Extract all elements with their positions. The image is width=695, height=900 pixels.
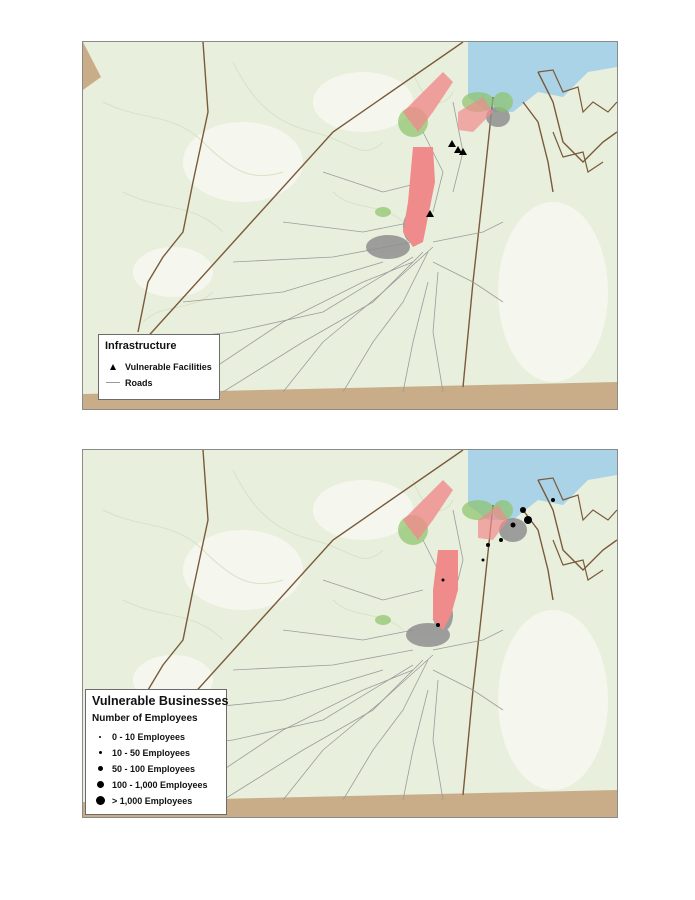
open-land-patches	[133, 480, 608, 790]
soil-strip-bottom	[83, 382, 617, 409]
tributary-outline	[537, 69, 617, 173]
businesses-map[interactable]: Vulnerable Businesses Number of Employee…	[82, 449, 618, 818]
dot-icon	[92, 778, 108, 791]
legend-item-size-4: 100 - 1,000 Employees	[92, 778, 208, 791]
legend-item-vulnerable-facilities: Vulnerable Facilities	[105, 360, 212, 373]
legend-item-label: Roads	[125, 377, 153, 388]
legend-item-size-5: > 1,000 Employees	[92, 794, 192, 807]
business-marker	[524, 516, 532, 524]
business-marker	[499, 538, 503, 542]
vulnerable-facility-markers	[426, 140, 467, 217]
business-marker	[510, 522, 516, 528]
streams	[102, 469, 454, 641]
legend-item-roads: Roads	[105, 376, 153, 389]
business-marker	[520, 507, 526, 513]
dot-icon	[92, 794, 108, 807]
business-marker	[441, 578, 445, 582]
dot-icon	[92, 746, 108, 759]
open-land-patches	[133, 72, 608, 382]
dot-icon	[92, 762, 108, 775]
triangle-icon	[105, 360, 121, 373]
legend-title: Vulnerable Businesses	[92, 694, 229, 708]
infrastructure-map[interactable]: Infrastructure Vulnerable Facilities Roa…	[82, 41, 618, 410]
soil-patch-top-left	[83, 42, 101, 90]
legend-item-size-1: 0 - 10 Employees	[92, 730, 185, 743]
business-marker	[481, 558, 485, 562]
infrastructure-legend: Infrastructure Vulnerable Facilities Roa…	[98, 334, 220, 400]
legend-item-size-3: 50 - 100 Employees	[92, 762, 195, 775]
county-boundaries	[137, 42, 617, 388]
legend-item-label: Vulnerable Facilities	[125, 361, 212, 372]
legend-item-label: 10 - 50 Employees	[112, 747, 191, 758]
vulnerable-facility-marker	[454, 146, 462, 153]
legend-subtitle: Number of Employees	[92, 713, 198, 724]
business-marker	[486, 543, 490, 547]
business-markers	[436, 498, 555, 627]
vulnerable-areas	[403, 72, 493, 247]
vulnerable-facility-marker	[448, 140, 456, 147]
road-line-icon	[105, 376, 121, 389]
legend-item-label: > 1,000 Employees	[112, 795, 193, 806]
legend-item-size-2: 10 - 50 Employees	[92, 746, 190, 759]
legend-title: Infrastructure	[105, 340, 177, 352]
legend-item-label: 100 - 1,000 Employees	[112, 779, 208, 790]
tributary-outline	[537, 477, 617, 581]
business-marker	[436, 623, 440, 627]
businesses-legend: Vulnerable Businesses Number of Employee…	[85, 689, 229, 815]
legend-item-label: 0 - 10 Employees	[112, 731, 186, 742]
dot-icon	[92, 730, 108, 743]
business-marker	[551, 498, 555, 502]
legend-item-label: 50 - 100 Employees	[112, 763, 196, 774]
vulnerable-facility-marker	[426, 210, 434, 217]
vulnerable-areas	[403, 480, 508, 630]
vulnerable-facility-marker	[459, 148, 467, 155]
streams	[102, 61, 454, 323]
